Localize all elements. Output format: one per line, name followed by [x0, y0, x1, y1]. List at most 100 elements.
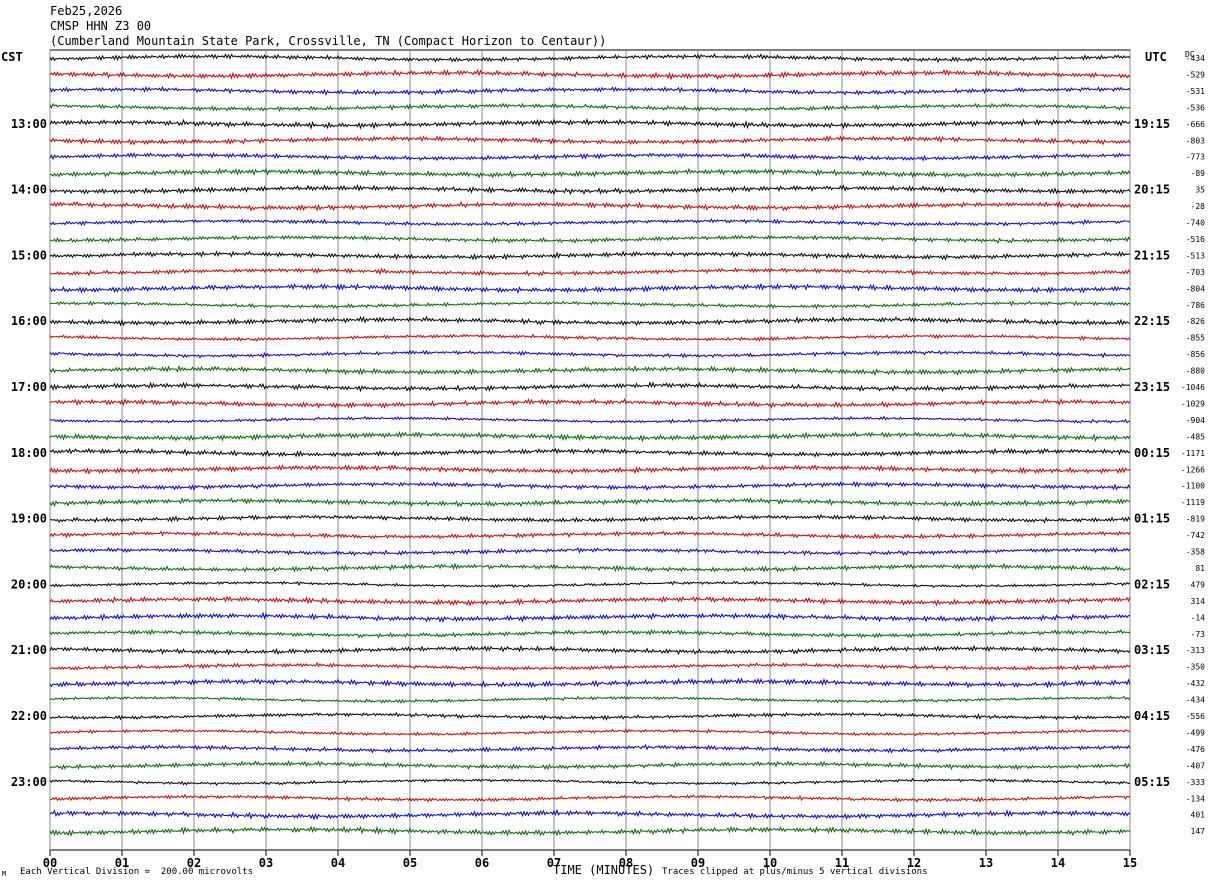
dc-offset-label: 479 [1191, 580, 1206, 589]
scale-note: Each Vertical Division = 200.00 microvol… [20, 867, 253, 877]
dc-offset-label: -904 [1186, 416, 1205, 425]
trace-row [49, 397, 1131, 409]
trace-row [49, 250, 1131, 261]
trace-row [49, 530, 1131, 540]
dc-offset-label: -432 [1186, 679, 1205, 688]
dc-offset-label: -499 [1186, 728, 1205, 737]
trace-row [49, 497, 1131, 508]
dc-offset-label: -333 [1186, 778, 1205, 787]
right-hour-label: 22:15 [1134, 314, 1170, 328]
dc-offset-label: -513 [1186, 251, 1205, 260]
trace-row [49, 661, 1131, 671]
trace-row [49, 480, 1131, 492]
trace-row [49, 464, 1131, 475]
right-timezone-label: UTC [1145, 50, 1167, 64]
trace-row [49, 135, 1131, 146]
left-hour-label: 20:00 [11, 577, 47, 591]
right-hour-label: 00:15 [1134, 446, 1170, 460]
clip-note: Traces clipped at plus/minus 5 vertical … [662, 867, 928, 877]
x-tick-label: 09 [691, 856, 705, 870]
trace-row [49, 381, 1131, 393]
dc-offset-label: -666 [1186, 120, 1205, 129]
x-tick-label: 04 [331, 856, 345, 870]
right-hour-label: 21:15 [1134, 248, 1170, 262]
x-tick-label: 00 [43, 856, 57, 870]
dc-offset-label: -1046 [1181, 383, 1205, 392]
trace-row [49, 513, 1131, 524]
dc-offset-label: 147 [1191, 827, 1206, 836]
trace-row [49, 759, 1131, 771]
dc-offset-label: -1119 [1181, 498, 1205, 507]
right-hour-label: 04:15 [1134, 709, 1170, 723]
left-hour-label: 15:00 [11, 248, 47, 262]
trace-row [49, 431, 1131, 443]
left-hour-label: 17:00 [11, 380, 47, 394]
trace-row [49, 546, 1131, 557]
trace-row [49, 793, 1131, 803]
x-tick-label: 14 [1051, 856, 1065, 870]
dc-offset-label: -1266 [1181, 465, 1205, 474]
station-code: CMSP HHN Z3 00 [50, 19, 152, 33]
x-tick-label: 07 [547, 856, 561, 870]
x-tick-label: 02 [187, 856, 201, 870]
plot-date: Feb25,2026 [50, 4, 123, 18]
trace-row [49, 644, 1131, 656]
x-tick-label: 12 [907, 856, 921, 870]
corner-mark: M [2, 870, 7, 878]
trace-row [49, 152, 1131, 162]
trace-row [49, 282, 1131, 295]
right-hour-label: 03:15 [1134, 643, 1170, 657]
dc-offset-label: -819 [1186, 515, 1205, 524]
x-tick-label: 13 [979, 856, 993, 870]
trace-row [49, 447, 1131, 458]
dc-offset-label: -855 [1186, 334, 1205, 343]
left-hour-label: 22:00 [11, 709, 47, 723]
dc-offset-label: -89 [1191, 169, 1206, 178]
dc-offset-label: -856 [1186, 350, 1205, 359]
trace-row [49, 364, 1131, 377]
dc-offset-label: -556 [1186, 712, 1205, 721]
trace-row [49, 300, 1131, 310]
dc-offset-label: -804 [1186, 284, 1205, 293]
dc-offset-label: -1100 [1181, 482, 1205, 491]
x-tick-label: 10 [763, 856, 777, 870]
trace-row [49, 217, 1131, 227]
dc-offset-label: -742 [1186, 531, 1205, 540]
dc-offset-label: -1171 [1181, 449, 1205, 458]
trace-row [49, 825, 1131, 837]
dc-offset-label: -434 [1186, 696, 1205, 705]
dc-offset-label: -485 [1186, 432, 1205, 441]
right-hour-label: 02:15 [1134, 577, 1170, 591]
dc-offset-label: -529 [1186, 70, 1205, 79]
dc-offset-label: 35 [1195, 186, 1205, 195]
trace-row [49, 595, 1131, 607]
trace-row [49, 85, 1131, 97]
dc-offset-label: 401 [1191, 811, 1206, 820]
x-tick-label: 08 [619, 856, 633, 870]
dc-offset-label: -803 [1186, 136, 1205, 145]
trace-row [49, 711, 1131, 721]
dc-header-label: DC [1185, 50, 1195, 59]
trace-row [49, 200, 1131, 212]
x-tick-label: 15 [1123, 856, 1137, 870]
right-hour-label: 20:15 [1134, 183, 1170, 197]
trace-row [49, 315, 1131, 327]
trace-row [49, 628, 1131, 639]
trace-row [49, 183, 1131, 196]
trace-row [49, 333, 1131, 342]
left-hour-label: 16:00 [11, 314, 47, 328]
left-hour-label: 21:00 [11, 643, 47, 657]
dc-offset-label: 81 [1195, 564, 1205, 573]
trace-row [49, 167, 1131, 179]
trace-row [49, 743, 1131, 754]
trace-row [49, 611, 1131, 623]
trace-row [49, 415, 1131, 425]
dc-offset-label: -476 [1186, 745, 1205, 754]
trace-row [49, 118, 1131, 130]
trace-row [49, 102, 1131, 113]
trace-row [49, 267, 1131, 277]
x-tick-label: 05 [403, 856, 417, 870]
dc-offset-label: -773 [1186, 153, 1205, 162]
trace-row [49, 53, 1131, 64]
dc-offset-label: -536 [1186, 103, 1205, 112]
